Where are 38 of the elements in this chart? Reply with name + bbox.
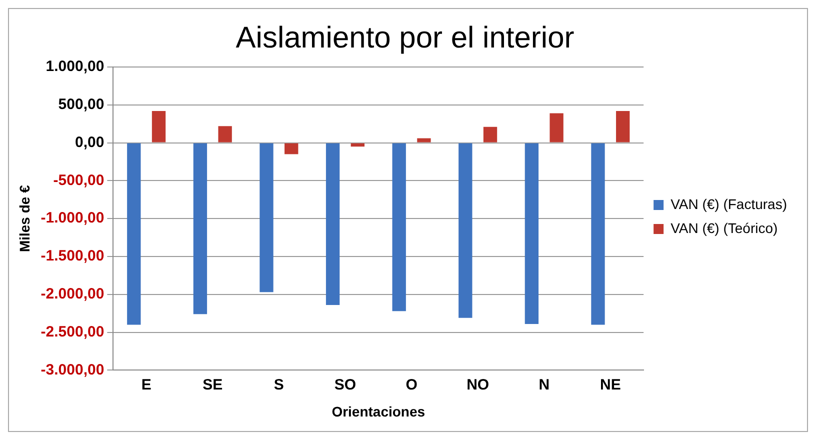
bar: [392, 143, 406, 312]
bar: [524, 143, 539, 324]
bar: [127, 143, 141, 325]
legend-label: VAN (€) (Facturas): [670, 196, 788, 212]
bar: [591, 143, 605, 325]
y-tick-label: -3.000,00: [40, 361, 104, 378]
x-tick-label: O: [406, 376, 418, 394]
x-tick-label: N: [538, 376, 550, 394]
bar: [152, 110, 166, 142]
bar: [417, 138, 431, 142]
bar: [550, 113, 564, 142]
chart-title: Aislamiento por el interior: [236, 21, 574, 54]
bar: [218, 126, 232, 142]
y-tick-label: -2.500,00: [40, 323, 104, 340]
y-tick-label: -1.000,00: [40, 210, 104, 227]
x-tick-label: E: [141, 376, 152, 394]
bar: [284, 143, 298, 154]
y-axis-title: Miles de €: [16, 184, 32, 252]
legend-label: VAN (€) (Teórico): [670, 220, 778, 236]
y-tick-label: -2.000,00: [40, 286, 104, 303]
x-tick-label: NE: [600, 376, 621, 394]
x-tick-label: NO: [466, 376, 490, 394]
bar: [260, 143, 274, 292]
y-tick-label: -1.500,00: [40, 248, 104, 265]
bar: [193, 143, 208, 314]
x-tick-label: S: [274, 376, 284, 394]
y-tick-label: -500,00: [53, 172, 104, 189]
bar: [458, 143, 472, 318]
bar: [616, 110, 630, 142]
x-axis-title: Orientaciones: [332, 403, 426, 420]
y-tick-label: 0,00: [74, 134, 104, 151]
y-tick-label: 500,00: [58, 96, 104, 114]
bar: [326, 143, 340, 306]
x-tick-label: SO: [334, 376, 356, 394]
x-tick-label: SE: [202, 376, 223, 394]
bar: [350, 143, 364, 147]
y-tick-label: 1.000,00: [46, 58, 104, 76]
bar: [483, 126, 498, 142]
